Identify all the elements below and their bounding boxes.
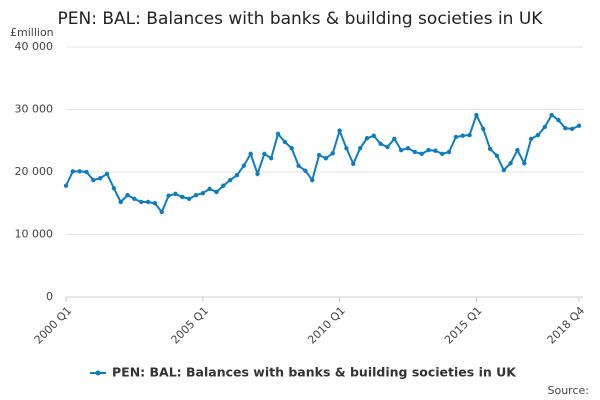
point	[193, 192, 199, 198]
point	[487, 146, 493, 152]
source: Source:	[548, 384, 590, 397]
point	[474, 112, 479, 118]
point	[351, 161, 356, 167]
point	[453, 134, 459, 140]
point	[173, 191, 178, 197]
point	[323, 156, 329, 161]
point	[419, 151, 424, 157]
point	[337, 128, 342, 133]
point	[296, 163, 301, 168]
point	[508, 161, 513, 166]
point	[77, 169, 82, 174]
point	[405, 146, 411, 151]
point	[535, 132, 541, 138]
point	[494, 153, 500, 158]
point	[262, 151, 267, 157]
y-tick-label: 10 000	[15, 228, 54, 241]
point	[563, 126, 568, 131]
point	[556, 117, 561, 123]
point	[241, 163, 247, 168]
point	[104, 171, 110, 177]
point	[111, 186, 117, 191]
point	[70, 169, 76, 174]
point	[289, 146, 294, 151]
point	[316, 152, 322, 158]
point	[221, 183, 226, 188]
point	[378, 141, 383, 147]
point	[145, 199, 151, 205]
point	[152, 201, 158, 206]
point	[275, 131, 281, 137]
x-tick-label: 2018 Q4	[545, 304, 588, 347]
point	[200, 191, 205, 196]
point	[385, 144, 390, 150]
point	[446, 149, 452, 155]
point	[207, 186, 212, 192]
point	[392, 136, 397, 142]
point	[132, 196, 137, 202]
point	[364, 136, 370, 141]
point	[371, 133, 376, 138]
point	[357, 146, 363, 151]
y-tick-label: 0	[46, 290, 53, 303]
point	[542, 124, 547, 130]
point	[248, 151, 253, 157]
point	[460, 133, 465, 138]
x-tick-label: 2000 Q1	[32, 304, 75, 347]
point	[214, 189, 219, 195]
point	[303, 168, 308, 173]
point	[569, 126, 575, 132]
x-tick-label: 2005 Q1	[169, 304, 212, 347]
point	[576, 123, 582, 128]
point	[549, 112, 554, 118]
point	[522, 161, 527, 166]
point	[159, 209, 164, 215]
point	[63, 183, 69, 188]
point	[310, 177, 315, 183]
point	[433, 148, 438, 153]
point	[344, 146, 349, 151]
point	[412, 149, 418, 155]
point	[255, 171, 260, 177]
line	[65, 112, 580, 214]
chart-title: PEN: BAL: Balances with banks & building…	[58, 9, 544, 29]
point	[180, 194, 185, 200]
point	[98, 176, 103, 181]
point	[330, 151, 335, 156]
point	[515, 147, 520, 153]
point	[501, 167, 506, 173]
point	[398, 147, 404, 153]
y-tick-label: 30 000	[15, 103, 54, 116]
legend-label: PEN: BAL: Balances with banks & building…	[112, 365, 517, 380]
y-tick-label: 40 000	[15, 40, 54, 53]
x-tick-label: 2010 Q1	[305, 304, 348, 347]
point	[166, 193, 171, 198]
point	[282, 139, 288, 145]
point	[139, 199, 144, 205]
point	[440, 151, 445, 157]
point	[528, 136, 534, 142]
point	[84, 169, 89, 175]
point	[125, 192, 130, 198]
point	[269, 156, 274, 161]
point	[227, 177, 233, 183]
point	[234, 172, 240, 178]
point	[118, 199, 123, 205]
x-tick-label: 2015 Q1	[442, 304, 485, 347]
y-tick-label: 20 000	[15, 165, 54, 178]
point	[467, 132, 472, 138]
y-axis-label: £million	[10, 26, 54, 39]
legend-marker	[95, 370, 101, 376]
point	[426, 147, 431, 153]
point	[481, 126, 486, 132]
point	[91, 177, 96, 183]
point	[186, 196, 192, 202]
